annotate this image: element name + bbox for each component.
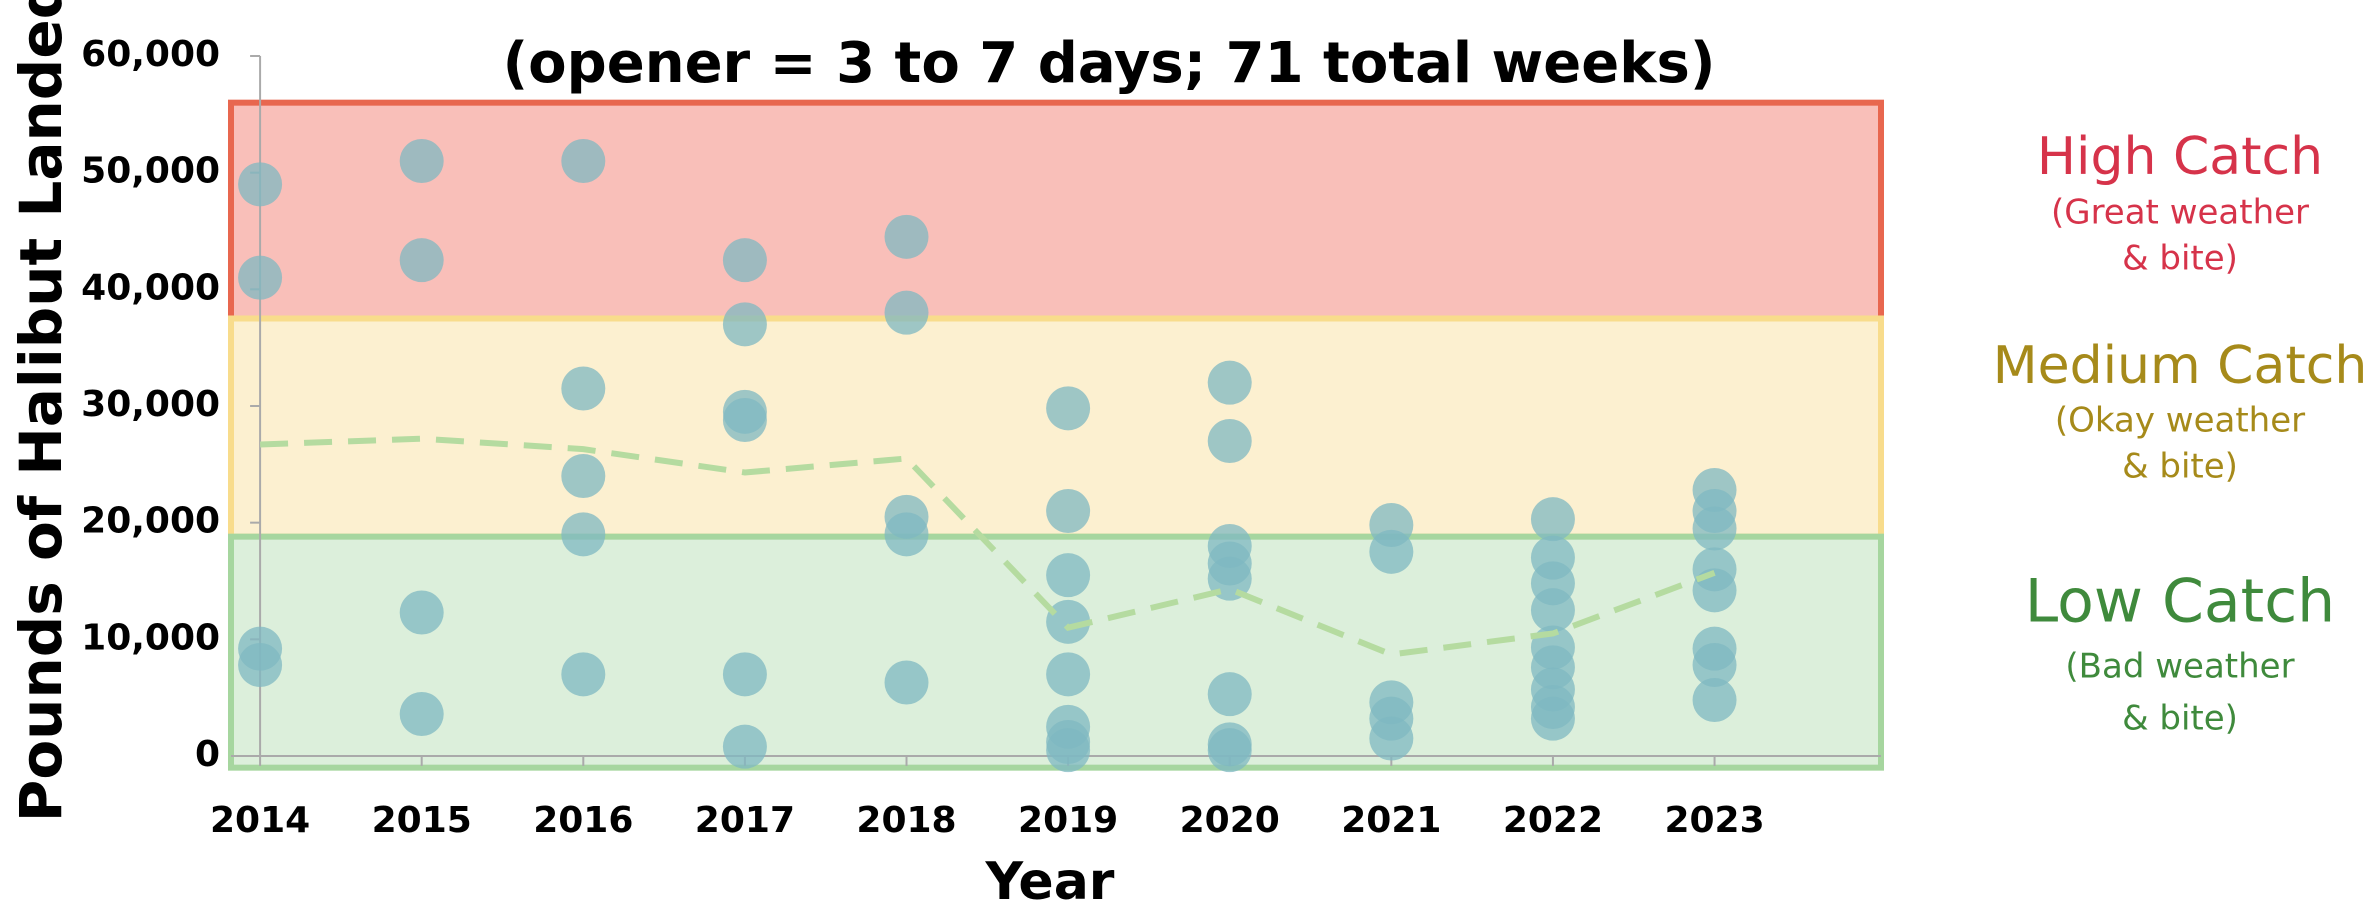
catch-point <box>722 302 767 347</box>
catch-point <box>1207 360 1252 405</box>
catch-point <box>1046 489 1091 533</box>
catch-point <box>884 214 929 259</box>
x-tick-label: 2017 <box>695 800 795 841</box>
x-tick-label: 2023 <box>1664 800 1764 841</box>
x-tick-label: 2015 <box>372 800 472 841</box>
band-note: & bite) <box>2122 447 2238 487</box>
y-tick-label: 50,000 <box>81 151 220 192</box>
band-note: & bite) <box>2122 239 2238 279</box>
catch-point <box>1046 553 1091 598</box>
catch-point <box>238 255 283 300</box>
y-axis-label: Pounds of Halibut Landed <box>7 0 75 822</box>
x-tick-label: 2019 <box>1018 800 1118 841</box>
chart-subtitle: (opener = 3 to 7 days; 71 total weeks) <box>503 31 1716 96</box>
catch-point <box>1369 716 1414 761</box>
catch-point <box>722 652 767 697</box>
catch-point <box>561 454 606 498</box>
y-tick-label: 40,000 <box>81 267 220 308</box>
catch-point <box>1369 529 1414 574</box>
catch-point <box>561 652 606 697</box>
x-tick-label: 2016 <box>533 800 633 841</box>
y-tick-label: 0 <box>195 734 220 775</box>
y-tick-label: 20,000 <box>81 501 220 542</box>
x-axis-label: Year <box>985 852 1115 905</box>
x-tick-label: 2018 <box>856 800 956 841</box>
catch-point <box>1046 728 1091 773</box>
band-note: (Bad weather <box>2065 647 2294 687</box>
y-tick-label: 10,000 <box>81 617 220 658</box>
catch-point <box>1207 419 1252 463</box>
catch-point <box>399 692 444 736</box>
catch-point <box>1692 506 1737 551</box>
catch-point <box>1046 386 1091 431</box>
catch-point <box>399 238 444 283</box>
catch-point <box>561 139 606 183</box>
catch-point <box>1530 588 1575 633</box>
y-tick-label: 30,000 <box>81 384 220 425</box>
band-note: (Okay weather <box>2055 401 2305 441</box>
x-tick-label: 2014 <box>210 800 310 841</box>
catch-point <box>1530 497 1575 542</box>
catch-point <box>722 238 767 283</box>
average-line <box>259 435 1716 658</box>
catch-point <box>1207 672 1252 717</box>
x-tick-label: 2021 <box>1341 800 1441 841</box>
x-tick-label: 2020 <box>1180 800 1280 841</box>
catch-point <box>1692 678 1737 722</box>
x-tick-label: 2022 <box>1503 800 1603 841</box>
catch-point <box>884 512 929 557</box>
band-label: High Catch <box>2037 127 2323 187</box>
catch-point <box>1046 599 1091 644</box>
catch-point <box>1530 696 1575 741</box>
catch-point <box>722 398 767 442</box>
catch-band <box>228 99 1884 322</box>
catch-point <box>1692 643 1737 687</box>
catch-point <box>238 643 283 687</box>
catch-point <box>238 162 283 207</box>
catch-point <box>561 512 606 557</box>
band-note: (Great weather <box>2051 193 2309 233</box>
catch-point <box>884 660 929 705</box>
band-label: Low Catch <box>2025 567 2335 637</box>
catch-point <box>722 724 767 769</box>
catch-point <box>399 590 444 635</box>
catch-point <box>1046 652 1091 697</box>
catch-point <box>399 139 444 183</box>
catch-point <box>884 290 929 335</box>
catch-point <box>561 366 606 411</box>
y-tick-label: 60,000 <box>81 34 220 75</box>
band-label: Medium Catch <box>1993 336 2368 396</box>
catch-point <box>1207 728 1252 773</box>
band-note: & bite) <box>2122 699 2238 739</box>
